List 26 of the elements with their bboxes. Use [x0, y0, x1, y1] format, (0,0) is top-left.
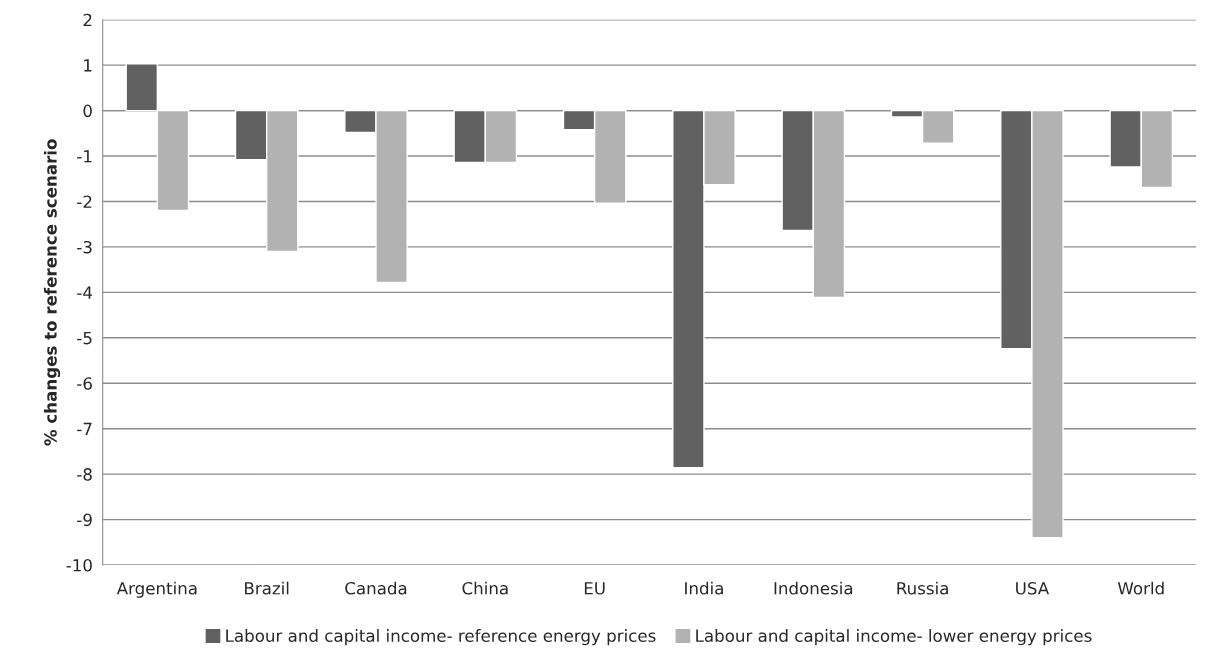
y-tick-label: -7	[77, 422, 92, 436]
y-tick-label: -2	[77, 195, 92, 208]
x-tick-label: India	[685, 581, 723, 595]
y-tick-label: 1	[84, 59, 92, 72]
y-tick-label: -5	[77, 331, 92, 345]
y-tick-label: -9	[77, 513, 92, 527]
x-tick-label: Canada	[345, 581, 407, 595]
y-tick-label: -8	[77, 468, 92, 481]
y-tick-label: -10	[66, 558, 92, 572]
x-tick-label: China	[462, 581, 508, 595]
y-tick-label: -6	[77, 377, 92, 390]
x-tick-label: Indonesia	[774, 581, 853, 595]
y-tick-label: 0	[83, 104, 92, 118]
y-axis-title: % changes to reference scenario	[43, 139, 61, 446]
y-tick-label: 2	[83, 13, 92, 27]
x-tick-label: USA	[1016, 581, 1050, 595]
x-tick-label: EU	[584, 582, 605, 595]
x-tick-label: Brazil	[245, 581, 289, 595]
legend-label: Labour and capital income- reference energy prices	[226, 629, 656, 646]
y-tick-label: -4	[77, 286, 93, 299]
y-tick-label: -1	[77, 150, 92, 163]
legend-label: Labour and capital income- lower energy prices	[696, 629, 1092, 646]
y-tick-label: -3	[77, 240, 92, 254]
x-tick-label: Argentina	[116, 581, 197, 598]
x-tick-label: Russia	[897, 581, 948, 595]
x-tick-label: World	[1117, 581, 1164, 595]
